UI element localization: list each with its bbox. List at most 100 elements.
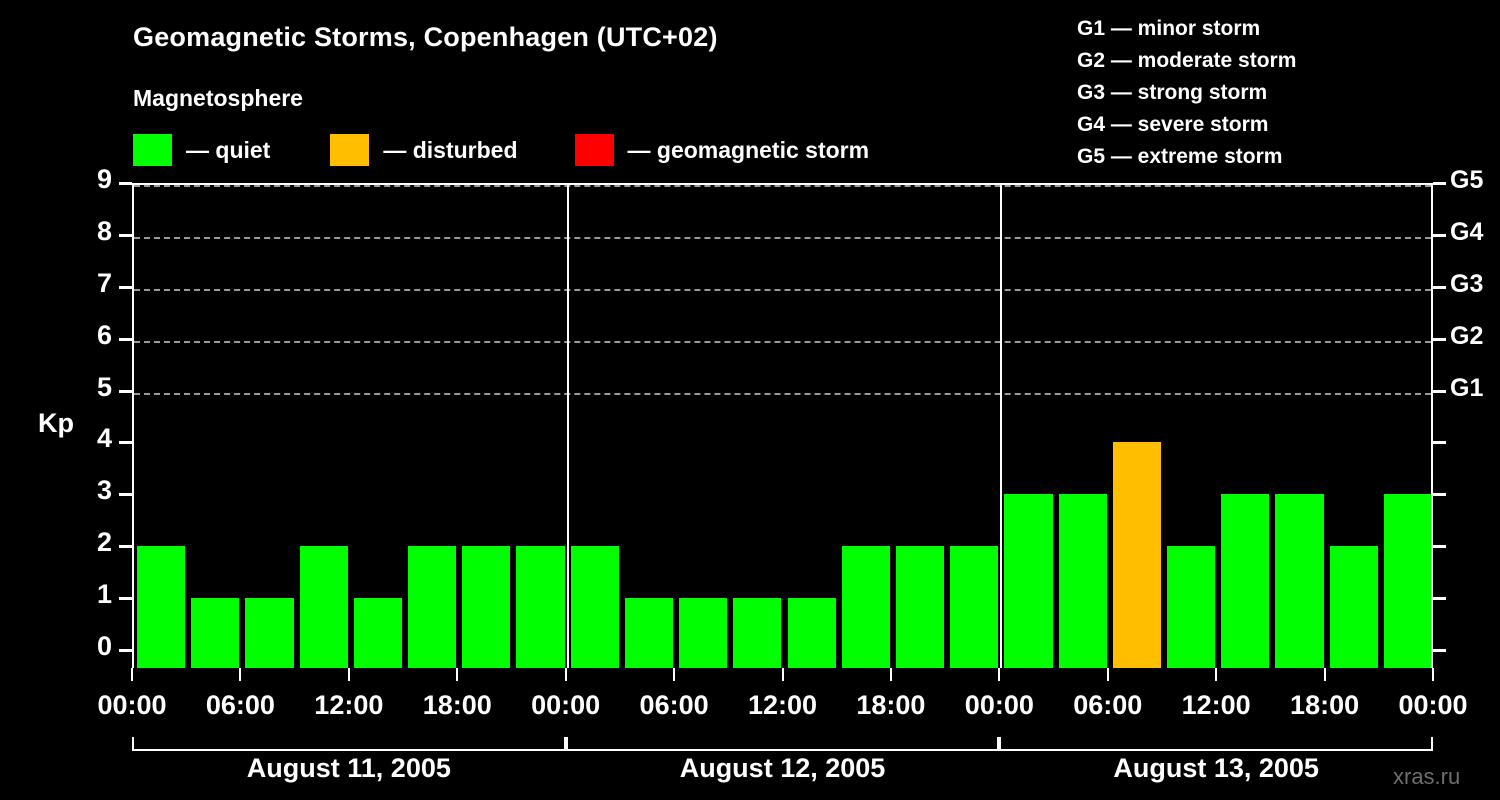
right-axis-label: G5 xyxy=(1450,166,1484,194)
bar xyxy=(950,546,999,668)
bar xyxy=(679,598,728,668)
day-label: August 12, 2005 xyxy=(679,753,886,783)
legend-label-disturbed: — disturbed xyxy=(383,136,518,163)
gridline xyxy=(134,392,1431,395)
y-axis-label: 7 xyxy=(96,267,112,298)
right-axis-tick xyxy=(1433,649,1446,652)
bar xyxy=(624,598,674,668)
gridline xyxy=(134,185,1431,187)
legend-item-storm: — geomagnetic storm xyxy=(574,133,870,167)
x-axis-label: 00:00 xyxy=(531,690,601,720)
y-axis-label: 4 xyxy=(96,423,112,454)
y-axis-label: 6 xyxy=(96,319,112,350)
right-axis-tick xyxy=(1433,285,1446,289)
x-axis-tick xyxy=(998,668,1001,681)
right-axis-tick xyxy=(1433,337,1446,341)
day-label: August 13, 2005 xyxy=(1113,753,1319,783)
right-axis-tick xyxy=(1433,389,1446,393)
bar xyxy=(1112,442,1161,668)
x-axis-tick xyxy=(1215,668,1218,681)
disturbed-swatch xyxy=(330,134,370,166)
y-axis-tick xyxy=(119,441,132,445)
x-axis-tick xyxy=(889,668,892,681)
bar xyxy=(841,546,890,668)
plot-area xyxy=(132,183,1433,668)
legend-label-storm: — geomagnetic storm xyxy=(627,136,870,163)
y-axis-title: Kp xyxy=(38,408,74,438)
x-axis-label: 06:00 xyxy=(639,690,709,720)
x-axis-tick xyxy=(1432,668,1434,681)
x-axis-label: 12:00 xyxy=(1181,690,1251,720)
x-axis-label: 06:00 xyxy=(1073,690,1143,720)
bar xyxy=(137,546,186,668)
day-bracket xyxy=(999,737,1433,751)
day-bracket xyxy=(565,737,1000,751)
bar xyxy=(787,598,836,668)
x-axis-label: 00:00 xyxy=(964,690,1034,720)
g-scale-line-g5: G5 — extreme storm xyxy=(1077,145,1283,168)
g-scale-line-g3: G3 — strong storm xyxy=(1077,81,1268,104)
bar xyxy=(1383,494,1431,668)
right-axis-label: G1 xyxy=(1450,373,1484,402)
right-axis-label: G4 xyxy=(1450,217,1484,246)
bar xyxy=(408,546,457,668)
legend-item-quiet: — quiet xyxy=(133,133,270,167)
day-label: August 11, 2005 xyxy=(246,753,451,783)
color-legend: — quiet — disturbed — geomagnetic storm xyxy=(133,133,869,167)
x-axis-tick xyxy=(239,668,242,681)
bar xyxy=(1004,494,1053,668)
x-axis-label: 12:00 xyxy=(314,690,384,720)
watermark: xras.ru xyxy=(1393,764,1461,789)
g-scale-line-g2: G2 — moderate storm xyxy=(1077,49,1297,72)
y-axis-tick xyxy=(119,597,132,601)
right-axis-tick xyxy=(1433,545,1446,549)
bar xyxy=(895,546,945,668)
y-axis-label: 8 xyxy=(96,215,112,246)
right-axis-label: G3 xyxy=(1450,269,1484,298)
bar xyxy=(1166,546,1216,668)
bar xyxy=(1058,494,1107,668)
day-bracket xyxy=(132,737,566,751)
bar xyxy=(462,546,511,668)
quiet-swatch xyxy=(133,134,172,166)
x-axis-tick xyxy=(781,668,784,681)
day-separator xyxy=(1000,185,1003,668)
y-axis-label: 0 xyxy=(96,631,112,661)
g-scale-line-g1: G1 — minor storm xyxy=(1077,17,1261,40)
bar xyxy=(1221,494,1270,668)
x-axis-label: 00:00 xyxy=(97,690,167,720)
y-axis-tick xyxy=(119,285,132,289)
storm-swatch xyxy=(574,134,614,166)
bar xyxy=(570,546,619,668)
page-title: Geomagnetic Storms, Copenhagen (UTC+02) xyxy=(133,22,718,52)
x-axis-label: 00:00 xyxy=(1398,690,1468,720)
bar xyxy=(733,598,782,668)
day-separator xyxy=(566,185,569,668)
bar xyxy=(245,598,294,668)
x-axis-tick xyxy=(673,668,676,681)
right-axis-tick xyxy=(1433,441,1446,445)
y-axis-tick xyxy=(119,545,132,549)
x-axis-label: 18:00 xyxy=(1290,690,1360,720)
y-axis-tick xyxy=(119,389,132,393)
x-axis-label: 18:00 xyxy=(422,690,492,720)
y-axis-tick xyxy=(119,182,132,185)
gridline xyxy=(134,340,1431,343)
chart-subtitle: Magnetosphere xyxy=(133,85,303,111)
y-axis-tick xyxy=(119,649,132,652)
y-axis-tick xyxy=(119,337,132,341)
right-axis-tick xyxy=(1433,493,1446,497)
y-axis-tick xyxy=(119,233,132,237)
legend-label-quiet: — quiet xyxy=(186,136,271,163)
right-axis-tick xyxy=(1433,597,1446,601)
x-axis-tick xyxy=(131,668,133,681)
y-axis-label: 3 xyxy=(96,475,112,506)
x-axis-label: 06:00 xyxy=(205,690,275,720)
x-axis-tick xyxy=(456,668,459,681)
bar xyxy=(191,598,240,668)
x-axis-label: 12:00 xyxy=(747,690,818,720)
bar xyxy=(353,598,403,668)
bar xyxy=(299,546,348,668)
x-axis-tick xyxy=(347,668,350,681)
